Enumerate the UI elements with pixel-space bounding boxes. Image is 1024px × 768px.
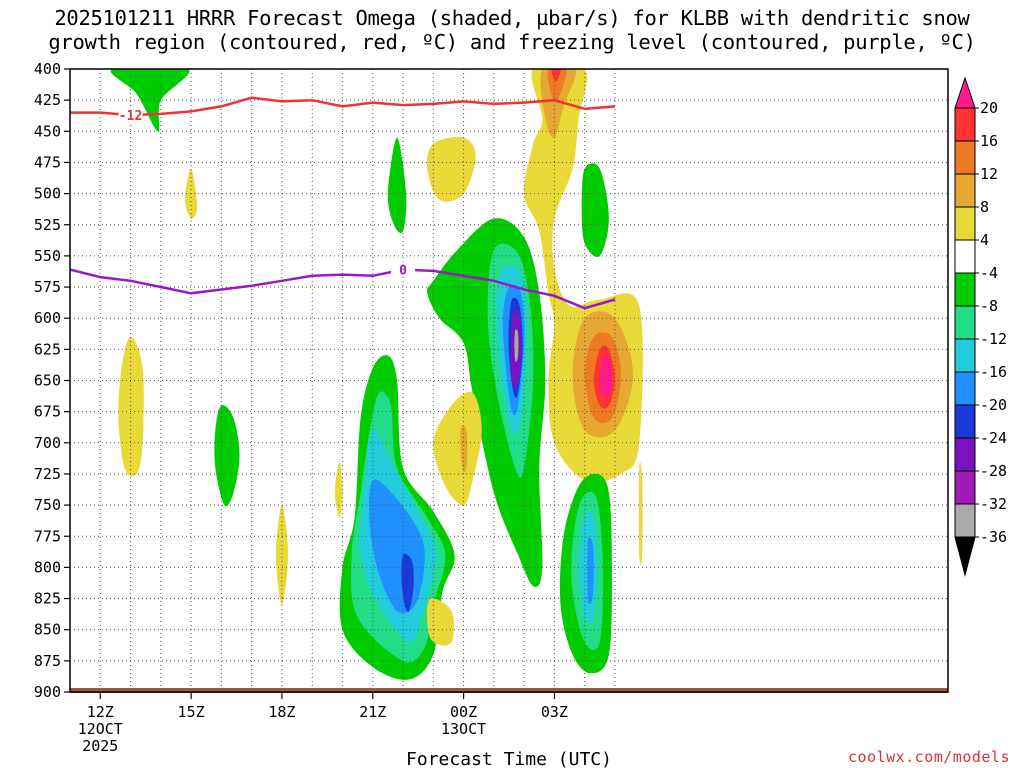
omega-region-yellow-north-left-4 [118, 336, 144, 477]
ground-line [70, 688, 948, 693]
x-tick-label: 21Z [359, 703, 386, 721]
colorbar-segment [954, 239, 976, 274]
x-tick-label: 03Z [541, 703, 568, 721]
x-axis-title: Forecast Time (UTC) [406, 749, 612, 768]
x-tick-date: 12OCT [78, 720, 123, 738]
omega-region-green-east-top-m4 [581, 163, 609, 258]
colorbar-segment [954, 107, 976, 142]
y-tick-label: 475 [34, 153, 61, 171]
x-tick-label: 00Z [450, 703, 477, 721]
colorbar-segment [954, 404, 976, 439]
omega-region-yellow-2000-4 [334, 461, 343, 518]
axes: 400 425 450 475 500 525 550 575 600 625 650 675 700 7… [34, 60, 949, 768]
y-tick-label: 500 [34, 185, 61, 203]
y-tick-label: 700 [34, 434, 61, 452]
colorbar-top-arrow [954, 76, 976, 109]
colorbar-label: -20 [980, 396, 1007, 414]
freezing-level-contour-label: 0 [399, 264, 407, 279]
plot-area: -12 0 [69, 68, 948, 693]
y-tick-label: 650 [34, 372, 61, 390]
x-tick-year: 2025 [82, 737, 118, 755]
y-tick-label: 525 [34, 216, 61, 234]
colorbar-segment [954, 206, 976, 241]
colorbar-label: 16 [980, 132, 998, 150]
colorbar-segment [954, 437, 976, 472]
omega-region-yellow-2300-4 [426, 598, 454, 646]
omega-region-yellow-upper-right-16 [551, 69, 561, 82]
colorbar-label: -4 [980, 264, 998, 282]
colorbar-segment [954, 140, 976, 175]
watermark-text: coolwx.com/models [847, 748, 1010, 766]
x-tick-label: 18Z [268, 703, 295, 721]
y-tick-label: 600 [34, 309, 61, 327]
y-tick-label: 400 [34, 60, 61, 78]
y-tick-label: 800 [34, 558, 61, 576]
colorbar-segment [954, 305, 976, 340]
omega-region-yellow-2330-4 [426, 136, 476, 202]
y-tick-label: 625 [34, 340, 61, 358]
omega-region-neg-east-low-m16 [587, 537, 594, 605]
y-tick-label: 575 [34, 278, 61, 296]
colorbar-segment [954, 470, 976, 505]
x-tick-label: 12Z [87, 703, 114, 721]
y-tick-label: 875 [34, 652, 61, 670]
omega-region-negative-core-0130-m32 [514, 329, 519, 363]
contour-fills [110, 69, 643, 680]
colorbar-label: -36 [980, 528, 1007, 546]
colorbar-label: -12 [980, 330, 1007, 348]
colorbar-label: -32 [980, 495, 1007, 513]
snow-growth-contour-label: -12 [119, 109, 142, 124]
y-tick-label: 725 [34, 465, 61, 483]
colorbar-label: -16 [980, 363, 1007, 381]
omega-region-green-1600-m4 [214, 404, 240, 507]
colorbar-label: -8 [980, 297, 998, 315]
snow-growth-contour-label-bg [118, 107, 143, 123]
chart-title: 2025101211 HRRR Forecast Omega (shaded, … [0, 6, 1024, 54]
y-tick-label: 675 [34, 403, 61, 421]
colorbar: 20 16 12 8 4 -4 -8 -12 -16 -20 -24 -28 -32 -36 [954, 76, 1007, 577]
y-tick-label: 775 [34, 527, 61, 545]
y-tick-label: 550 [34, 247, 61, 265]
omega-region-yellow-2330-low-4 [433, 391, 482, 506]
title-line-1: 2025101211 HRRR Forecast Omega (shaded, … [54, 6, 970, 30]
colorbar-segment [954, 371, 976, 406]
colorbar-segment [954, 173, 976, 208]
omega-region-yellow-1800-4 [275, 505, 288, 605]
colorbar-label: -28 [980, 462, 1007, 480]
x-tick-date: 13OCT [441, 720, 486, 738]
y-tick-label: 825 [34, 590, 61, 608]
colorbar-segment [954, 338, 976, 373]
y-tick-label: 450 [34, 122, 61, 140]
y-tick-label: 425 [34, 91, 61, 109]
colorbar-bottom-arrow [954, 536, 976, 577]
omega-region-negative-core-2200-m24 [401, 553, 414, 613]
snow-growth-contour-line [70, 96, 616, 117]
title-line-2: growth region (contoured, red, ºC) and f… [48, 30, 976, 54]
y-tick-label: 750 [34, 496, 61, 514]
omega-region-yellow-upper-right-12 [547, 69, 567, 102]
colorbar-label: 4 [980, 231, 989, 249]
freezing-level-contour-line [70, 268, 616, 310]
omega-region-green-2130-m4 [387, 137, 407, 234]
omega-region-positive-core-east-20 [599, 355, 612, 398]
omega-region-yellow-upper-right-8 [540, 69, 577, 138]
colorbar-label: 20 [980, 99, 998, 117]
colorbar-label: 8 [980, 198, 989, 216]
y-tick-label: 850 [34, 621, 61, 639]
freezing-level-contour-label-bg [391, 261, 416, 277]
colorbar-segment [954, 503, 976, 538]
y-tick-label: 900 [34, 683, 61, 701]
colorbar-label: 12 [980, 165, 998, 183]
colorbar-label: -24 [980, 429, 1007, 447]
omega-region-yellow-east-edge-4 [638, 462, 643, 566]
colorbar-segment [954, 272, 976, 307]
x-tick-label: 15Z [178, 703, 205, 721]
